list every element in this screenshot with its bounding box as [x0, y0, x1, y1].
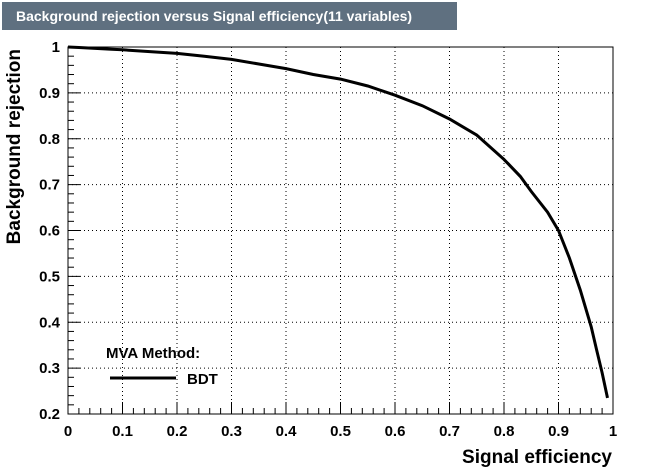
- axis-ticks: [67, 46, 614, 415]
- x-tick-label: 1: [609, 423, 617, 440]
- y-tick-label: 0.5: [39, 268, 60, 285]
- legend: MVA Method: BDT: [106, 345, 218, 388]
- y-tick-label: 0.4: [39, 314, 61, 331]
- x-tick-label: 0.2: [167, 423, 188, 440]
- grid: [68, 47, 613, 414]
- y-tick-labels: 0.2 0.3 0.4 0.5 0.6 0.7 0.8 0.9 1: [39, 39, 61, 423]
- y-tick-label: 0.7: [39, 177, 60, 194]
- chart-title: Background rejection versus Signal effic…: [16, 8, 413, 24]
- x-tick-label: 0.8: [494, 423, 515, 440]
- x-tick-label: 0.3: [221, 423, 242, 440]
- y-tick-label: 0.9: [39, 85, 60, 102]
- legend-title: MVA Method:: [106, 345, 200, 362]
- y-tick-label: 0.6: [39, 223, 60, 240]
- x-tick-label: 0.7: [439, 423, 460, 440]
- x-axis-label: Signal efficiency: [462, 447, 612, 468]
- x-tick-label: 0.4: [276, 423, 298, 440]
- chart-title-box: Background rejection versus Signal effic…: [2, 2, 457, 30]
- x-tick-label: 0.6: [385, 423, 406, 440]
- x-tick-label: 0.9: [548, 423, 569, 440]
- series-line-bdt: [67, 45, 609, 399]
- x-tick-label: 0.5: [330, 423, 351, 440]
- x-tick-label: 0: [64, 423, 72, 440]
- x-tick-label: 0.1: [112, 423, 133, 440]
- y-tick-label: 1: [52, 39, 60, 56]
- x-tick-labels: 0 0.1 0.2 0.3 0.4 0.5 0.6 0.7 0.8 0.9 1: [64, 423, 617, 440]
- y-tick-label: 0.2: [39, 406, 60, 423]
- y-tick-label: 0.3: [39, 360, 60, 377]
- y-axis-label: Background rejection: [4, 49, 25, 244]
- y-tick-label: 0.8: [39, 131, 60, 148]
- legend-entry-bdt: BDT: [187, 371, 218, 388]
